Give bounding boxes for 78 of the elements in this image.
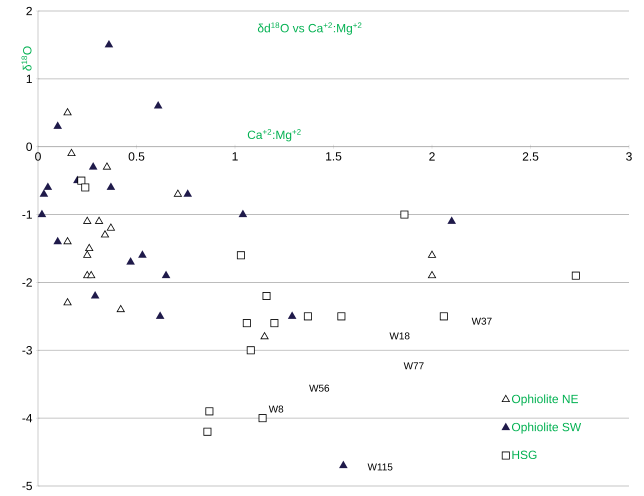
point [428, 271, 436, 278]
point [242, 319, 251, 328]
y-tick-label: 0 [26, 142, 32, 151]
point [246, 346, 255, 354]
point [260, 332, 269, 340]
point [44, 182, 52, 190]
point [400, 210, 408, 219]
point [102, 162, 111, 170]
point [91, 291, 100, 298]
text: δd$^{18}$O vs Ca$^{+2}$:Mg$^{+2}$ [258, 22, 362, 35]
point [100, 230, 110, 238]
point [138, 250, 146, 258]
x-tick-label: 3 [626, 152, 632, 161]
point [89, 162, 98, 170]
point [156, 312, 164, 319]
point [262, 292, 271, 300]
x-tick-label: 0 [35, 152, 41, 161]
x-tick-label: 2.5 [522, 152, 538, 161]
y-tick-label: -4 [22, 414, 32, 422]
point [54, 122, 62, 129]
point [440, 312, 448, 320]
y-tick-label: -5 [22, 482, 32, 490]
annotation: W18 [390, 332, 410, 340]
point [95, 216, 104, 224]
annotation: W56 [309, 384, 330, 392]
point [270, 319, 278, 328]
annotation: W37 [472, 318, 492, 325]
point [83, 250, 92, 258]
point [64, 237, 72, 244]
point [83, 216, 92, 224]
point [174, 190, 182, 197]
x-tick-label: 1 [232, 152, 238, 160]
y-tick-label: -3 [22, 346, 32, 355]
x-tick-label: 2 [429, 152, 435, 161]
point [258, 414, 267, 422]
point [106, 182, 115, 190]
point [116, 304, 125, 312]
y-axis-title: δ$^{18}$O [22, 46, 32, 71]
point [428, 250, 436, 258]
point [64, 298, 72, 306]
point [572, 272, 580, 280]
point [184, 190, 192, 197]
point [85, 244, 94, 251]
point [304, 312, 312, 320]
point [236, 251, 245, 260]
point [77, 176, 86, 185]
point [104, 40, 113, 48]
point [154, 101, 162, 108]
point [288, 312, 296, 319]
annotation: W77 [404, 362, 424, 370]
point [238, 210, 247, 218]
y-tick-label: -1 [22, 210, 32, 219]
point [67, 148, 76, 156]
point [448, 216, 456, 224]
legend-label: Ophiolite SW [512, 422, 582, 434]
point [205, 407, 214, 416]
x-tick-label: 0.5 [128, 152, 144, 161]
annotation: W8 [268, 406, 284, 413]
point [40, 190, 48, 197]
point [126, 257, 135, 265]
y-tick-label: 1 [26, 74, 32, 83]
point [54, 237, 62, 244]
point [162, 271, 170, 278]
point [337, 312, 346, 320]
annotation: W115 [368, 464, 392, 470]
legend-label: HSG [512, 450, 536, 460]
point [38, 210, 46, 218]
y-tick-label: 2 [26, 6, 32, 16]
point [203, 428, 212, 436]
point [64, 108, 72, 116]
point [81, 183, 90, 192]
x-axis-title: Ca$^{+2}$:Mg$^{+2}$ [248, 129, 301, 142]
point [106, 224, 115, 231]
point [87, 271, 96, 278]
point [339, 461, 348, 468]
x-tick-label: 1.5 [326, 152, 342, 161]
y-tick-label: -2 [22, 278, 32, 287]
legend-label: Ophiolite NE [512, 394, 578, 406]
